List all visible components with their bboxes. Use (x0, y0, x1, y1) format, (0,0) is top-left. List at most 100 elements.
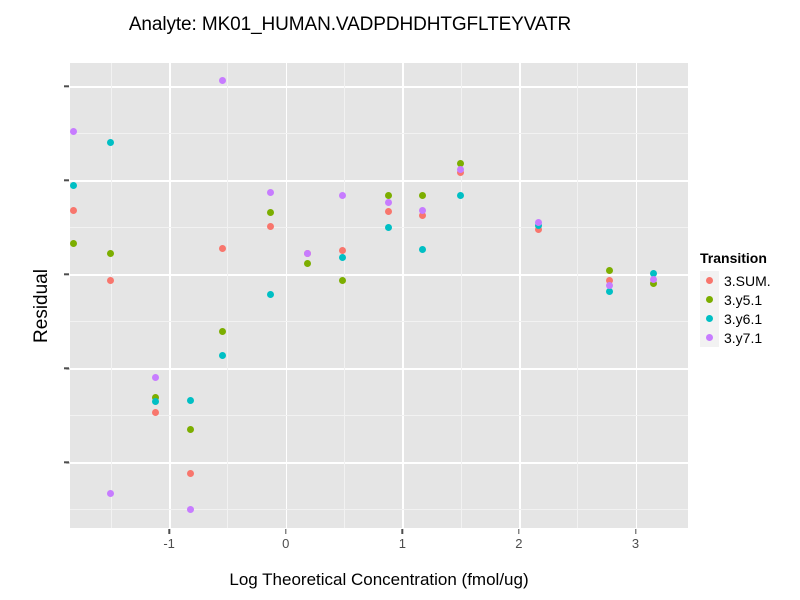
data-point (186, 470, 194, 477)
y-tick-mark (64, 179, 69, 182)
y-axis-label: Residual (31, 269, 52, 343)
data-point (267, 189, 275, 197)
gridline-x-minor (460, 63, 462, 528)
data-point (606, 277, 614, 285)
data-point (70, 128, 77, 136)
x-tick-mark (518, 529, 520, 534)
data-point (107, 250, 115, 258)
data-point (304, 259, 312, 267)
gridline-x-minor (344, 63, 346, 528)
data-point (418, 206, 426, 214)
gridline-x-major (402, 63, 404, 528)
gridline-x-major (285, 63, 288, 528)
data-point (649, 269, 657, 277)
data-point (70, 206, 77, 214)
y-tick-mark (64, 273, 69, 276)
legend-dot-icon (706, 296, 713, 303)
gridline-y-minor (70, 509, 688, 511)
legend-dot-icon (706, 315, 713, 322)
gridline-y-minor (70, 321, 688, 323)
x-tick-label: 2 (515, 536, 523, 551)
data-point (267, 208, 275, 216)
data-point (457, 169, 465, 177)
data-point (339, 191, 347, 199)
gridline-x-minor (577, 63, 579, 528)
data-point (70, 239, 77, 247)
y-tick-mark (64, 461, 69, 463)
data-point (535, 219, 543, 227)
page-title: Analyte: MK01_HUMAN.VADPDHDHTGFLTEYVATR (128, 14, 572, 35)
x-tick-mark (168, 529, 170, 534)
data-point (457, 191, 465, 199)
gridline-y-major (70, 86, 688, 89)
data-point (70, 181, 77, 189)
data-point (267, 290, 275, 298)
data-point (384, 223, 392, 231)
legend-item-3-sum[interactable]: 3.SUM. (700, 271, 800, 290)
x-tick-label: 0 (282, 536, 290, 551)
data-point (339, 247, 347, 255)
data-point (219, 351, 227, 359)
gridline-y-minor (70, 415, 688, 417)
data-point (384, 198, 392, 206)
data-point (339, 253, 347, 261)
data-point (219, 328, 227, 336)
gridline-x-major (169, 63, 171, 528)
legend-swatch-icon (700, 309, 719, 328)
data-point (418, 211, 426, 219)
data-point (384, 191, 392, 199)
data-point (186, 505, 194, 513)
data-point (606, 267, 614, 275)
data-point (107, 277, 115, 285)
legend-items: 3.SUM. 3.y5.1 3.y6.1 3.y7.1 (700, 271, 800, 347)
gridline-x-major (635, 63, 638, 528)
legend-item-3-y7-1[interactable]: 3.y7.1 (700, 328, 800, 347)
data-point (535, 225, 543, 233)
legend-swatch-icon (700, 271, 719, 290)
data-point (649, 275, 657, 283)
x-tick-mark (634, 529, 637, 534)
legend-dot-icon (706, 334, 713, 341)
legend-dot-icon (706, 277, 713, 284)
data-point (267, 222, 275, 230)
legend: Transition 3.SUM. 3.y5.1 3.y6.1 3.y7.1 (700, 250, 800, 347)
legend-item-3-y5-1[interactable]: 3.y5.1 (700, 290, 800, 309)
x-tick-mark (401, 529, 404, 534)
legend-item-label: 3.y5.1 (724, 291, 763, 308)
legend-swatch-icon (700, 328, 719, 347)
data-point (219, 244, 227, 252)
data-point (107, 489, 115, 497)
x-tick-label: -1 (163, 536, 175, 551)
data-point (107, 139, 115, 147)
plot-panel (70, 63, 688, 528)
data-point (151, 408, 159, 416)
gridline-y-minor (70, 227, 688, 229)
y-tick-mark (64, 367, 69, 369)
data-point (339, 277, 347, 285)
data-point (457, 165, 465, 173)
legend-item-label: 3.y7.1 (724, 329, 763, 346)
gridline-y-minor (70, 133, 688, 135)
data-point (649, 280, 657, 288)
data-point (304, 250, 312, 258)
gridline-y-major (70, 180, 688, 183)
data-point (457, 160, 465, 167)
gridline-x-major (518, 63, 521, 528)
x-axis-label: Log Theoretical Concentration (fmol/ug) (229, 570, 529, 589)
gridline-x-minor (227, 63, 229, 528)
y-tick-mark (64, 85, 69, 88)
x-tick-label: 1 (398, 536, 406, 551)
legend-title: Transition (700, 250, 767, 266)
legend-swatch-icon (700, 290, 719, 309)
gridline-y-major (70, 462, 688, 464)
gridline-y-major (70, 274, 688, 276)
legend-item-label: 3.SUM. (724, 272, 771, 289)
x-tick-mark (285, 529, 287, 534)
data-point (418, 191, 426, 199)
gridline-x-minor (110, 63, 112, 528)
legend-item-3-y6-1[interactable]: 3.y6.1 (700, 309, 800, 328)
data-point (384, 207, 392, 215)
data-point (606, 282, 614, 290)
data-point (151, 393, 159, 401)
